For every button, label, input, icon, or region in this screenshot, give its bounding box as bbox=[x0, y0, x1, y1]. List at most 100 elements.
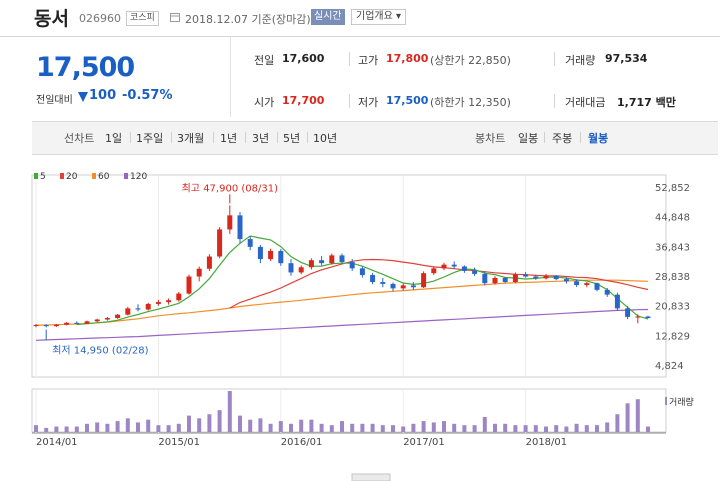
candle-body bbox=[625, 308, 631, 317]
volume-bar bbox=[584, 425, 589, 432]
volume-bar bbox=[493, 423, 497, 432]
candle-body bbox=[359, 268, 365, 276]
divider bbox=[349, 94, 350, 108]
low-annotation: 최저 14,950 (02/28) bbox=[52, 344, 148, 356]
price-plot-frame bbox=[31, 174, 667, 378]
y-tick-label: 52,852 bbox=[655, 183, 690, 194]
candle-body bbox=[380, 282, 386, 284]
period-1w[interactable]: 1주일 bbox=[136, 132, 164, 145]
volume-bar bbox=[74, 426, 79, 432]
candle-body bbox=[288, 263, 294, 273]
candle-body bbox=[553, 275, 559, 280]
market-badge: 코스피 bbox=[126, 11, 159, 26]
volume-bar bbox=[605, 422, 610, 432]
candle-body bbox=[512, 274, 518, 283]
period-3m[interactable]: 3개월 bbox=[177, 132, 205, 145]
period-bar bbox=[32, 121, 718, 155]
candle-body bbox=[451, 264, 457, 267]
volume-bar bbox=[289, 423, 293, 432]
open-value: 17,700 bbox=[282, 94, 325, 107]
volume-bar bbox=[227, 391, 232, 432]
candle-body bbox=[206, 256, 212, 269]
chart-scroll-handle bbox=[351, 473, 391, 481]
volume-bar bbox=[462, 425, 467, 432]
prev-close-label: 전일 bbox=[254, 54, 275, 67]
candle-monthly[interactable]: 월봉 bbox=[588, 132, 609, 145]
period-1d[interactable]: 1일 bbox=[105, 132, 123, 145]
volume-label: 거래량 bbox=[565, 54, 596, 67]
candle-daily[interactable]: 일봉 bbox=[518, 132, 539, 145]
price-change-pct: -0.57% bbox=[122, 88, 173, 103]
legend-swatch bbox=[92, 173, 96, 179]
candle-body bbox=[115, 314, 121, 319]
candle-body bbox=[298, 267, 304, 273]
corp-overview-dropdown[interactable]: 기업개요 ▾ bbox=[351, 9, 407, 25]
y-tick-label: 36,843 bbox=[655, 242, 690, 253]
candle-body bbox=[584, 283, 590, 286]
candle-body bbox=[186, 276, 192, 294]
stock-chart: 52,852 44,848 36,843 28,838 20,833 12,829 4,82… bbox=[31, 172, 694, 481]
volume-bar bbox=[136, 422, 140, 432]
price-box bbox=[0, 37, 231, 117]
volume-bar bbox=[329, 425, 334, 432]
realtime-button[interactable]: 실시간 bbox=[311, 9, 345, 25]
down-triangle-icon bbox=[78, 92, 88, 102]
compare-label: 전일대비 bbox=[36, 95, 73, 106]
candle-body bbox=[482, 273, 488, 284]
low-value: 17,500 bbox=[386, 94, 429, 107]
candle-body bbox=[502, 277, 508, 283]
volume-bar bbox=[615, 414, 620, 432]
candle-body bbox=[84, 321, 90, 324]
volume-bar bbox=[268, 423, 273, 432]
period-10y[interactable]: 10년 bbox=[313, 132, 338, 145]
volume-bar bbox=[95, 422, 100, 432]
prev-close-value: 17,600 bbox=[282, 52, 325, 65]
volume-bar bbox=[635, 399, 640, 432]
volume-bar bbox=[176, 423, 181, 432]
candle-body bbox=[227, 215, 233, 230]
legend-label: 20 bbox=[66, 172, 78, 182]
candle-body bbox=[563, 279, 569, 282]
high-value: 17,800 bbox=[386, 52, 429, 65]
divider bbox=[554, 52, 555, 66]
candle-body bbox=[492, 277, 498, 284]
candle-body bbox=[410, 285, 416, 288]
volume-bar bbox=[431, 422, 436, 432]
volume-bar bbox=[370, 423, 375, 432]
candle-body bbox=[523, 274, 529, 277]
volume-bar bbox=[64, 426, 69, 432]
volume-bar bbox=[391, 425, 395, 432]
divider bbox=[245, 132, 246, 143]
period-1y[interactable]: 1년 bbox=[220, 132, 238, 145]
divider bbox=[580, 132, 581, 143]
x-tick-label: 2016/01 bbox=[281, 437, 323, 448]
candle-body bbox=[543, 275, 549, 279]
period-3y[interactable]: 3년 bbox=[252, 132, 270, 145]
candle-body bbox=[441, 264, 447, 269]
volume-bar bbox=[554, 425, 559, 432]
volume-bar bbox=[401, 426, 406, 432]
divider bbox=[554, 94, 555, 108]
x-tick-label: 2018/01 bbox=[526, 437, 568, 448]
candle-body bbox=[278, 250, 284, 264]
base-date: 2018.12.07 기준(장마감) bbox=[185, 13, 311, 26]
candle-body bbox=[217, 229, 223, 257]
volume-bar bbox=[248, 419, 253, 432]
legend-swatch bbox=[34, 173, 38, 179]
candle-body bbox=[533, 276, 539, 279]
volume-bar bbox=[319, 423, 324, 432]
candle-weekly[interactable]: 주봉 bbox=[552, 132, 573, 145]
volume-bar bbox=[421, 421, 426, 432]
period-5y[interactable]: 5년 bbox=[283, 132, 301, 145]
volume-bar bbox=[442, 421, 446, 432]
divider bbox=[349, 52, 350, 66]
candle-body bbox=[421, 273, 427, 288]
volume-value: 97,534 bbox=[605, 52, 648, 65]
volume-bar bbox=[105, 423, 110, 432]
candle-body bbox=[145, 303, 151, 310]
volume-bar bbox=[85, 423, 89, 432]
candle-body bbox=[74, 322, 80, 324]
legend-label: 60 bbox=[98, 172, 110, 182]
volume-bar bbox=[197, 418, 202, 432]
candle-body bbox=[339, 255, 345, 263]
